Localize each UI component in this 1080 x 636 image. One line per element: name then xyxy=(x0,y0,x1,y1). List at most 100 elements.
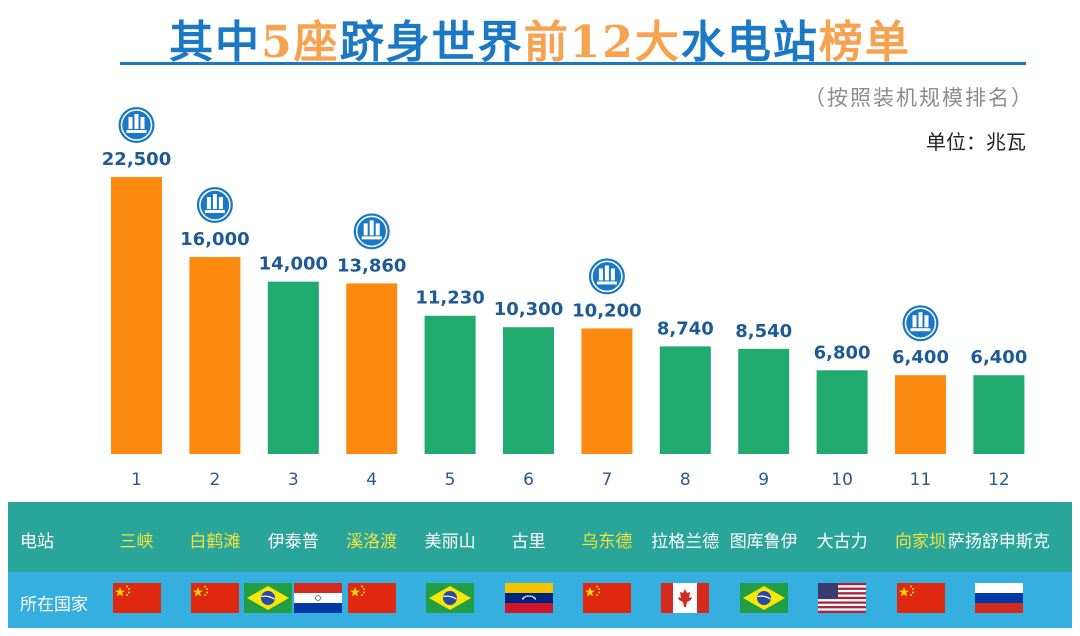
title-part: 跻身世界 xyxy=(339,17,524,68)
logo-stroke xyxy=(140,117,145,129)
value-label: 14,000 xyxy=(259,254,328,275)
bar xyxy=(267,281,319,454)
value-label: 10,200 xyxy=(572,300,641,321)
logo-stroke xyxy=(204,210,225,214)
value-label: 16,000 xyxy=(180,229,249,250)
venezuela-flag-icon xyxy=(504,583,553,617)
china-flag-icon xyxy=(896,583,945,617)
title-part: 其中 xyxy=(169,17,262,68)
unit-label: 单位：兆瓦 xyxy=(926,130,1026,154)
logo-stroke xyxy=(610,268,615,281)
station-name: 美丽山 xyxy=(424,532,476,552)
station-name: 溪洛渡 xyxy=(346,532,398,552)
station-name: 古里 xyxy=(511,532,546,552)
logo-stroke xyxy=(918,312,923,328)
logo-stroke xyxy=(375,223,380,236)
category-label: 9 xyxy=(758,470,769,490)
china-flag-icon xyxy=(347,583,396,617)
station-name: 乌东德 xyxy=(581,532,633,552)
china-flag-icon xyxy=(582,583,631,617)
category-label: 6 xyxy=(523,470,534,490)
logo-stroke xyxy=(134,114,139,129)
usa-flag-icon xyxy=(818,583,867,617)
company-logo xyxy=(118,107,155,143)
station-name: 图库鲁伊 xyxy=(729,532,798,552)
value-label: 10,300 xyxy=(494,299,563,320)
title-part: 5座 xyxy=(261,17,340,68)
bar xyxy=(503,327,554,454)
logo-stroke xyxy=(604,265,609,281)
logo-ring xyxy=(120,109,153,141)
category-label: 4 xyxy=(366,470,377,490)
china-flag-icon xyxy=(190,583,239,617)
company-logo xyxy=(588,258,625,295)
company-logo xyxy=(353,213,390,250)
logo-stroke xyxy=(218,197,223,210)
logo-stroke xyxy=(910,328,931,332)
station-name: 白鹤滩 xyxy=(189,532,241,552)
title-part: 前12大 xyxy=(523,17,681,68)
subtitle: （按照装机规模排名） xyxy=(804,86,1034,110)
bar xyxy=(581,328,633,454)
value-label: 13,860 xyxy=(337,255,406,276)
category-label: 2 xyxy=(209,470,220,490)
logo-stroke xyxy=(596,281,617,285)
brazil-flag-icon xyxy=(739,583,788,617)
logo-stroke xyxy=(212,194,217,210)
bar xyxy=(659,346,711,454)
brazil-flag-icon xyxy=(426,583,475,617)
logo-stroke xyxy=(598,268,603,281)
value-label: 8,540 xyxy=(735,321,792,342)
canada-flag-icon xyxy=(661,583,710,617)
china-flag-icon xyxy=(112,583,161,617)
chart-title: 其中5座跻身世界前12大水电站榜单 xyxy=(0,6,1080,70)
station-name: 伊泰普 xyxy=(267,532,319,552)
russia-flag-icon xyxy=(974,583,1023,617)
logo-stroke xyxy=(128,117,133,129)
category-label: 12 xyxy=(988,470,1010,490)
station-name: 萨扬舒申斯克 xyxy=(947,532,1050,552)
category-label: 1 xyxy=(131,470,142,490)
value-label: 22,500 xyxy=(102,149,171,170)
logo-ring xyxy=(199,189,231,221)
country-row-label: 所在国家 xyxy=(20,595,88,615)
category-label: 3 xyxy=(288,470,299,490)
value-label: 6,400 xyxy=(970,347,1027,368)
logo-ring xyxy=(904,307,937,339)
bar-chart: 22,500 1 16,000 2 14,000 3 13,860 4 11,230 5 10,30… xyxy=(102,107,1027,490)
value-label: 6,400 xyxy=(892,347,949,368)
category-label: 10 xyxy=(831,470,853,490)
title-part: 榜单 xyxy=(818,17,911,68)
logo-stroke xyxy=(912,315,917,328)
logo-stroke xyxy=(206,197,211,210)
category-label: 7 xyxy=(601,470,612,490)
category-label: 11 xyxy=(910,470,932,490)
station-name: 三峡 xyxy=(119,532,154,552)
station-name: 拉格兰德 xyxy=(651,532,720,552)
value-label: 6,800 xyxy=(814,342,871,363)
category-label: 5 xyxy=(445,470,456,490)
logo-ring xyxy=(591,260,623,293)
category-label: 8 xyxy=(680,470,691,490)
title-underline xyxy=(120,62,1026,65)
bar xyxy=(189,257,241,454)
value-label: 8,740 xyxy=(657,318,714,339)
bar xyxy=(424,315,476,454)
paraguay-flag-icon xyxy=(294,583,343,617)
station-name: 向家坝 xyxy=(895,532,946,552)
logo-stroke xyxy=(363,223,368,236)
logo-ring xyxy=(355,215,388,248)
bar xyxy=(346,283,398,454)
brazil-flag-icon xyxy=(244,583,293,617)
logo-stroke xyxy=(369,220,374,236)
logo-stroke xyxy=(361,236,382,240)
bar xyxy=(895,375,946,454)
logo-stroke xyxy=(924,315,929,328)
station-name: 大古力 xyxy=(816,532,868,552)
value-label: 11,230 xyxy=(415,288,484,309)
bar xyxy=(111,177,162,454)
bar xyxy=(973,375,1025,454)
bar xyxy=(738,348,790,454)
company-logo xyxy=(902,305,939,342)
title-part: 水电站 xyxy=(680,17,819,68)
